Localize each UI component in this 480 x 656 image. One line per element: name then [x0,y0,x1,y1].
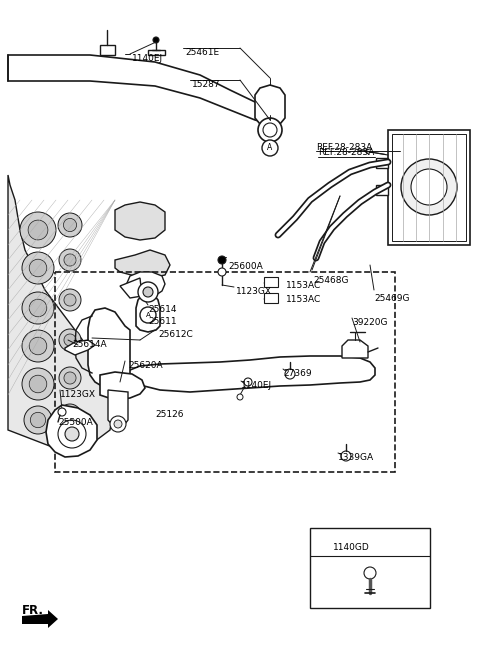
Bar [55,272,395,472]
Polygon shape [376,185,388,195]
Polygon shape [65,340,95,355]
Circle shape [65,427,79,441]
Polygon shape [120,278,142,298]
Text: 1140EJ: 1140EJ [132,54,163,63]
Circle shape [20,212,56,248]
Circle shape [364,567,376,579]
Text: 15287: 15287 [192,80,221,89]
Text: 1123GX: 1123GX [60,390,96,399]
Circle shape [58,213,82,237]
Circle shape [64,409,76,421]
Circle shape [114,420,122,428]
Circle shape [28,220,48,240]
Text: 25468G: 25468G [313,276,348,285]
Polygon shape [127,272,165,295]
Text: REF.28-283A: REF.28-283A [318,148,374,157]
Text: 25614: 25614 [148,305,177,314]
Circle shape [244,378,252,386]
Circle shape [258,118,282,142]
Circle shape [64,254,76,266]
Text: 25611: 25611 [148,317,177,326]
Polygon shape [88,308,130,392]
Text: 1140EJ: 1140EJ [241,381,272,390]
Polygon shape [115,202,165,240]
Text: 25461E: 25461E [185,48,219,57]
Circle shape [64,372,76,384]
Circle shape [262,140,278,156]
Circle shape [63,218,77,232]
Circle shape [59,289,81,311]
Text: 25469G: 25469G [374,294,409,303]
Text: FR.: FR. [22,604,44,617]
Polygon shape [342,340,368,358]
Circle shape [22,252,54,284]
Circle shape [218,268,226,276]
Circle shape [59,367,81,389]
Text: 25612C: 25612C [158,330,193,339]
Circle shape [341,451,351,461]
Text: 25614A: 25614A [72,340,107,349]
Text: A: A [145,312,150,318]
Polygon shape [22,610,58,628]
Text: 39220G: 39220G [352,318,387,327]
Circle shape [64,334,76,346]
Polygon shape [136,295,160,332]
Circle shape [59,249,81,271]
Circle shape [143,287,153,297]
Circle shape [218,256,226,264]
Circle shape [58,408,66,416]
Polygon shape [100,45,115,55]
Polygon shape [376,158,388,168]
Text: 1123GX: 1123GX [236,287,272,296]
Circle shape [59,404,81,426]
Circle shape [30,413,46,428]
Bar [264,277,278,287]
Circle shape [59,329,81,351]
Polygon shape [46,405,97,457]
Circle shape [22,330,54,362]
Polygon shape [255,85,285,127]
Polygon shape [8,55,275,125]
Circle shape [411,169,447,205]
Bar [388,130,470,245]
Bar [310,528,430,608]
Circle shape [22,292,54,324]
Circle shape [29,259,47,277]
Text: 1153AC: 1153AC [286,295,321,304]
Polygon shape [115,250,170,278]
Circle shape [29,375,47,393]
Circle shape [285,369,295,379]
Polygon shape [125,330,375,392]
Circle shape [110,416,126,432]
Circle shape [58,420,86,448]
Circle shape [22,368,54,400]
Circle shape [138,282,158,302]
Circle shape [29,337,47,355]
Circle shape [153,37,159,43]
Circle shape [24,406,52,434]
Text: 25600A: 25600A [228,262,263,271]
Text: 1153AC: 1153AC [286,281,321,290]
Polygon shape [8,175,115,450]
Circle shape [64,294,76,306]
Polygon shape [148,50,165,55]
Text: 25500A: 25500A [58,418,93,427]
Circle shape [237,394,243,400]
Text: 1339GA: 1339GA [338,453,374,462]
Text: 25126: 25126 [155,410,183,419]
Bar [392,134,466,241]
Text: 27369: 27369 [283,369,312,378]
Circle shape [401,159,457,215]
Circle shape [140,307,156,323]
Text: 25620A: 25620A [128,361,163,370]
Polygon shape [100,372,145,400]
Circle shape [29,299,47,317]
Bar [264,293,278,303]
Text: 1140GD: 1140GD [333,543,370,552]
Text: REF.28-283A: REF.28-283A [316,144,372,152]
Text: A: A [267,144,273,152]
Circle shape [263,123,277,137]
Polygon shape [108,390,128,428]
